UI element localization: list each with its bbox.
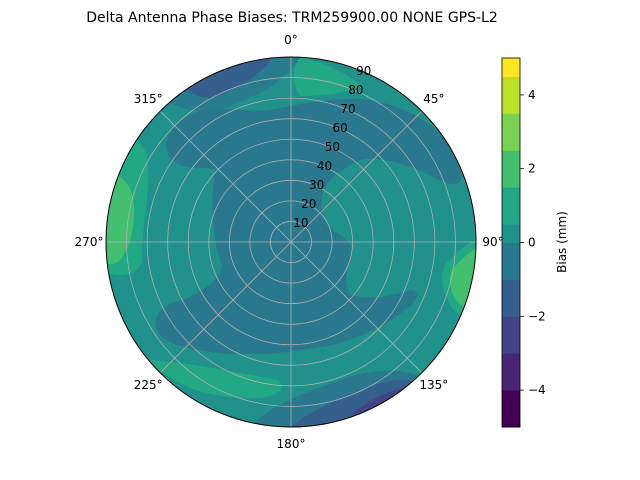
radial-tick-label: 20 [301, 197, 316, 211]
colorbar-band [502, 316, 520, 336]
azimuth-gridline [159, 110, 292, 243]
colorbar-band [502, 168, 520, 188]
contour-region-southwest-high [150, 360, 282, 399]
colorbar-band [502, 242, 520, 262]
radial-tick-label: 70 [340, 102, 355, 116]
colorbar: −4 −2 0 2 4 [501, 57, 546, 428]
colorbar-band [502, 94, 520, 114]
polar-grid [106, 57, 476, 427]
colorbar-band [502, 113, 520, 133]
azimuth-gridline [290, 110, 423, 243]
colorbar-band [502, 131, 520, 151]
contour-region-south-core [352, 388, 403, 415]
radial-tick-label: 60 [333, 121, 348, 135]
azimuth-tick-label: 225° [134, 378, 163, 392]
colorbar-band [502, 205, 520, 225]
colorbar-band [502, 76, 520, 96]
colorbar-band [502, 224, 520, 243]
radial-tick-label: 10 [293, 216, 308, 230]
azimuth-tick-label: 45° [423, 92, 444, 106]
colorbar-band [502, 390, 520, 410]
colorbar-band [502, 187, 520, 207]
colorbar-band [502, 353, 520, 373]
colorbar-tick-label: 0 [528, 236, 536, 250]
azimuth-tick-label: 180° [277, 437, 306, 451]
azimuth-tick-label: 90° [482, 235, 503, 249]
contour-region-inner-band [155, 98, 463, 355]
colorbar-label: Bias (mm) [555, 211, 569, 273]
colorbar-band [502, 279, 520, 299]
colorbar-tick-label: −2 [528, 309, 546, 323]
azimuth-tick-label: 135° [419, 378, 448, 392]
radial-tick-label: 30 [309, 178, 324, 192]
azimuth-labels: 0° 45° 90° 135° 180° 225° 270° 315° [75, 33, 504, 451]
chart-title: Delta Antenna Phase Biases: TRM259900.00… [86, 10, 498, 26]
azimuth-gridline [290, 241, 423, 374]
colorbar-band [502, 150, 520, 170]
azimuth-tick-label: 270° [75, 235, 104, 249]
radial-labels: 10 20 30 40 50 60 70 80 90 [293, 64, 371, 230]
colorbar-band [502, 371, 520, 391]
colorbar-band [502, 58, 520, 77]
colorbar-band [502, 297, 520, 317]
colorbar-tick-label: −4 [528, 383, 546, 397]
colorbar-band [502, 260, 520, 280]
azimuth-tick-label: 0° [284, 33, 298, 47]
colorbar-tick-label: 4 [528, 88, 536, 102]
colorbar-band [502, 334, 520, 354]
radial-tick-label: 80 [348, 83, 363, 97]
radial-tick-label: 90 [356, 64, 371, 78]
colorbar-band [502, 408, 520, 428]
radial-tick-label: 50 [325, 140, 340, 154]
contour-region-south-rim [285, 379, 418, 427]
azimuth-gridline [159, 241, 292, 374]
colorbar-tick-label: 2 [528, 162, 536, 176]
azimuth-tick-label: 315° [134, 92, 163, 106]
polar-axis-frame [105, 56, 477, 428]
radial-tick-label: 40 [317, 159, 332, 173]
